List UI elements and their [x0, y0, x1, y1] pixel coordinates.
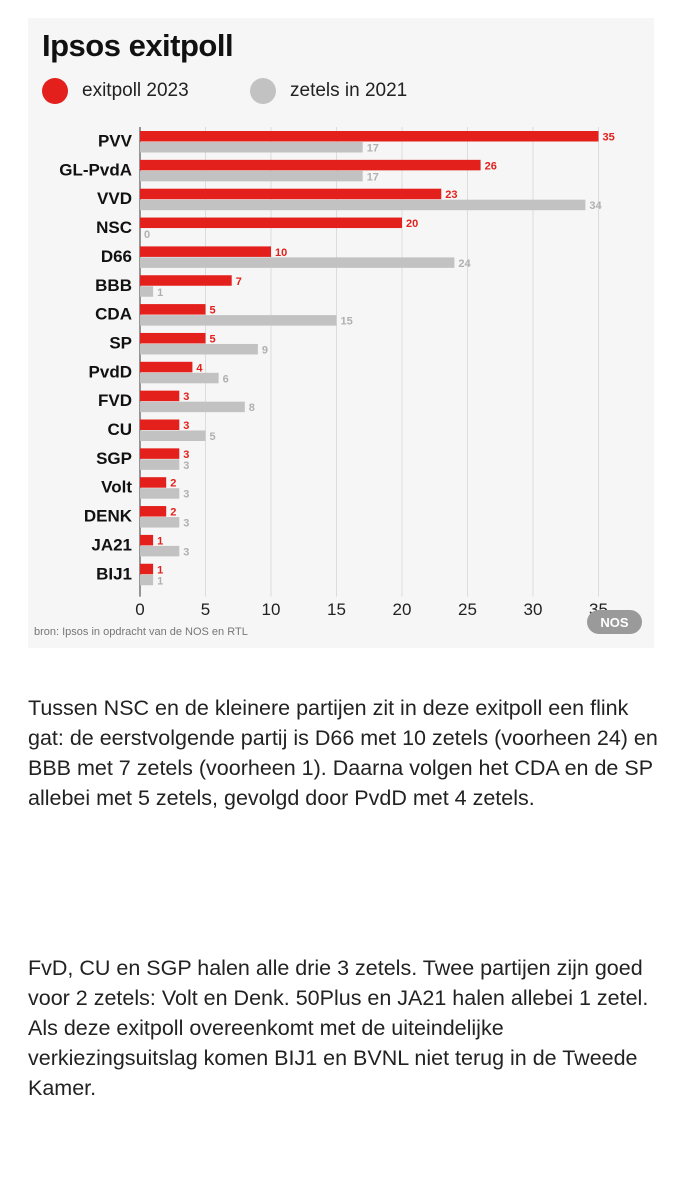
bar-exitpoll-2023	[140, 332, 206, 344]
bar-seats-2021	[140, 199, 586, 211]
category-label: CU	[107, 420, 132, 439]
data-label-seats-2021: 3	[183, 546, 189, 558]
bar-seats-2021	[140, 170, 363, 182]
data-label-seats-2021: 5	[210, 431, 216, 443]
data-label-exitpoll-2023: 3	[183, 420, 189, 432]
data-label-exitpoll-2023: 20	[406, 218, 418, 230]
bar-exitpoll-2023	[140, 159, 481, 171]
x-tick-label: 20	[393, 600, 412, 618]
data-label-exitpoll-2023: 3	[183, 391, 189, 403]
data-label-exitpoll-2023: 1	[157, 535, 163, 547]
bar-exitpoll-2023	[140, 217, 402, 229]
category-label: D66	[101, 247, 132, 266]
category-label: SP	[109, 333, 132, 352]
data-label-exitpoll-2023: 2	[170, 507, 176, 519]
category-label: Volt	[101, 478, 132, 497]
bar-seats-2021	[140, 430, 206, 441]
bar-seats-2021	[140, 315, 337, 326]
bar-exitpoll-2023	[140, 534, 154, 546]
data-label-exitpoll-2023: 1	[157, 564, 163, 576]
x-tick-label: 5	[201, 600, 210, 618]
data-label-seats-2021: 24	[458, 258, 471, 270]
x-tick-label: 15	[327, 600, 346, 618]
data-label-seats-2021: 17	[367, 143, 379, 155]
data-label-exitpoll-2023: 5	[210, 333, 216, 345]
category-label: DENK	[84, 507, 133, 526]
legend-item-seats-2021: zetels in 2021	[250, 78, 407, 104]
data-label-exitpoll-2023: 26	[485, 160, 497, 172]
category-label: NSC	[96, 218, 132, 237]
category-label: GL-PvdA	[59, 160, 132, 179]
data-label-seats-2021: 0	[144, 229, 150, 241]
category-label: CDA	[95, 305, 132, 324]
bar-seats-2021	[140, 459, 180, 470]
category-label: VVD	[97, 189, 132, 208]
category-label: BBB	[95, 276, 132, 295]
data-label-exitpoll-2023: 35	[603, 132, 615, 144]
x-tick-label: 30	[524, 600, 543, 618]
data-label-seats-2021: 15	[341, 316, 353, 328]
data-label-seats-2021: 1	[157, 287, 163, 299]
legend-swatch-gray	[250, 78, 276, 104]
x-tick-label: 0	[135, 600, 144, 618]
bar-exitpoll-2023	[140, 304, 206, 315]
x-tick-label: 25	[458, 600, 477, 618]
legend-item-exitpoll-2023: exitpoll 2023	[42, 78, 189, 104]
bar-seats-2021	[140, 142, 363, 153]
data-label-seats-2021: 3	[183, 489, 189, 501]
data-label-seats-2021: 34	[589, 200, 602, 212]
chart-title: Ipsos exitpoll	[42, 28, 234, 63]
data-label-exitpoll-2023: 4	[196, 362, 203, 374]
legend-label-seats-2021: zetels in 2021	[290, 80, 408, 101]
article-paragraph-1: Tussen NSC en de kleinere partijen zit i…	[28, 696, 658, 810]
data-label-exitpoll-2023: 5	[210, 305, 216, 317]
data-label-seats-2021: 3	[183, 518, 189, 530]
data-label-exitpoll-2023: 10	[275, 247, 287, 259]
bar-seats-2021	[140, 401, 245, 413]
data-label-seats-2021: 3	[183, 460, 189, 472]
category-label: BIJ1	[96, 564, 132, 583]
data-label-seats-2021: 6	[223, 373, 229, 385]
category-label: PvdD	[89, 362, 132, 381]
x-tick-label: 10	[262, 600, 281, 618]
bar-seats-2021	[140, 257, 455, 268]
bar-exitpoll-2023	[140, 246, 271, 257]
bar-seats-2021	[140, 372, 219, 384]
bar-exitpoll-2023	[140, 506, 167, 517]
data-label-seats-2021: 9	[262, 344, 268, 356]
bar-seats-2021	[140, 286, 154, 297]
bar-seats-2021	[140, 574, 154, 586]
legend-label-exitpoll-2023: exitpoll 2023	[82, 80, 189, 101]
bar-seats-2021	[140, 343, 258, 355]
bar-exitpoll-2023	[140, 419, 180, 430]
nos-logo: NOS	[587, 610, 642, 634]
category-label: FVD	[98, 391, 132, 410]
bar-exitpoll-2023	[140, 390, 180, 402]
data-label-exitpoll-2023: 23	[445, 189, 457, 201]
bar-seats-2021	[140, 545, 180, 557]
bar-exitpoll-2023	[140, 275, 232, 286]
bar-exitpoll-2023	[140, 361, 193, 373]
article-paragraph-2: FvD, CU en SGP halen alle drie 3 zetels.…	[28, 956, 649, 1100]
bar-exitpoll-2023	[140, 477, 167, 488]
category-label: SGP	[96, 449, 132, 468]
data-label-seats-2021: 8	[249, 402, 255, 414]
bar-exitpoll-2023	[140, 188, 442, 200]
source-note: bron: Ipsos in opdracht van de NOS en RT…	[34, 626, 248, 638]
bar-exitpoll-2023	[140, 563, 154, 575]
data-label-exitpoll-2023: 2	[170, 478, 176, 490]
category-label: PVV	[98, 132, 133, 151]
data-label-seats-2021: 1	[157, 575, 163, 587]
bar-exitpoll-2023	[140, 448, 180, 459]
data-label-seats-2021: 17	[367, 171, 379, 183]
chart-card: Ipsos exitpoll exitpoll 2023 zetels in 2…	[28, 18, 654, 648]
data-label-exitpoll-2023: 3	[183, 449, 189, 461]
bar-exitpoll-2023	[140, 131, 599, 142]
bar-seats-2021	[140, 488, 180, 499]
category-label: JA21	[91, 535, 132, 554]
legend-swatch-red	[42, 78, 68, 104]
data-label-exitpoll-2023: 7	[236, 276, 242, 288]
bar-seats-2021	[140, 517, 180, 528]
